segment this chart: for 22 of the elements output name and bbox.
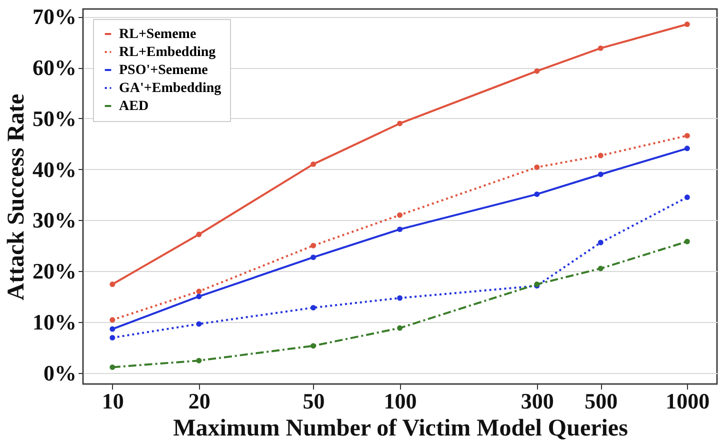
- x-tick-label: 100: [384, 388, 417, 414]
- legend-label: RL+Embedding: [119, 45, 216, 60]
- x-tick-label: 1000: [666, 388, 710, 414]
- legend-label: RL+Sememe: [119, 27, 196, 42]
- legend-label: AED: [119, 99, 149, 114]
- y-tick-label: 10%: [32, 309, 76, 334]
- x-tick-label: 500: [584, 388, 618, 414]
- y-tick-label: 30%: [32, 208, 76, 233]
- legend-label: GA'+Embedding: [119, 81, 222, 96]
- x-tick-label: 20: [188, 388, 210, 414]
- x-tick-label: 300: [520, 388, 554, 414]
- y-tick-label: 50%: [32, 106, 76, 131]
- y-tick-label: 60%: [32, 55, 76, 80]
- legend-label: PSO'+Sememe: [119, 63, 208, 78]
- y-tick-label: 0%: [44, 360, 76, 386]
- x-tick-label: 10: [102, 388, 124, 414]
- y-axis-title: Attack Success Rate: [4, 93, 30, 300]
- y-tick-label: 40%: [32, 156, 76, 182]
- y-tick-label: 70%: [32, 4, 76, 30]
- x-axis-title: Maximum Number of Victim Model Queries: [173, 416, 628, 442]
- y-tick-label: 20%: [32, 258, 76, 284]
- x-tick-label: 50: [302, 388, 325, 414]
